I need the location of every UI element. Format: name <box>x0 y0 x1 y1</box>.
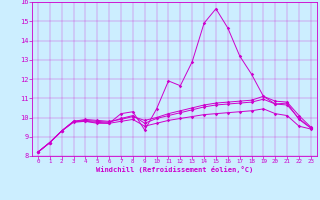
X-axis label: Windchill (Refroidissement éolien,°C): Windchill (Refroidissement éolien,°C) <box>96 166 253 173</box>
